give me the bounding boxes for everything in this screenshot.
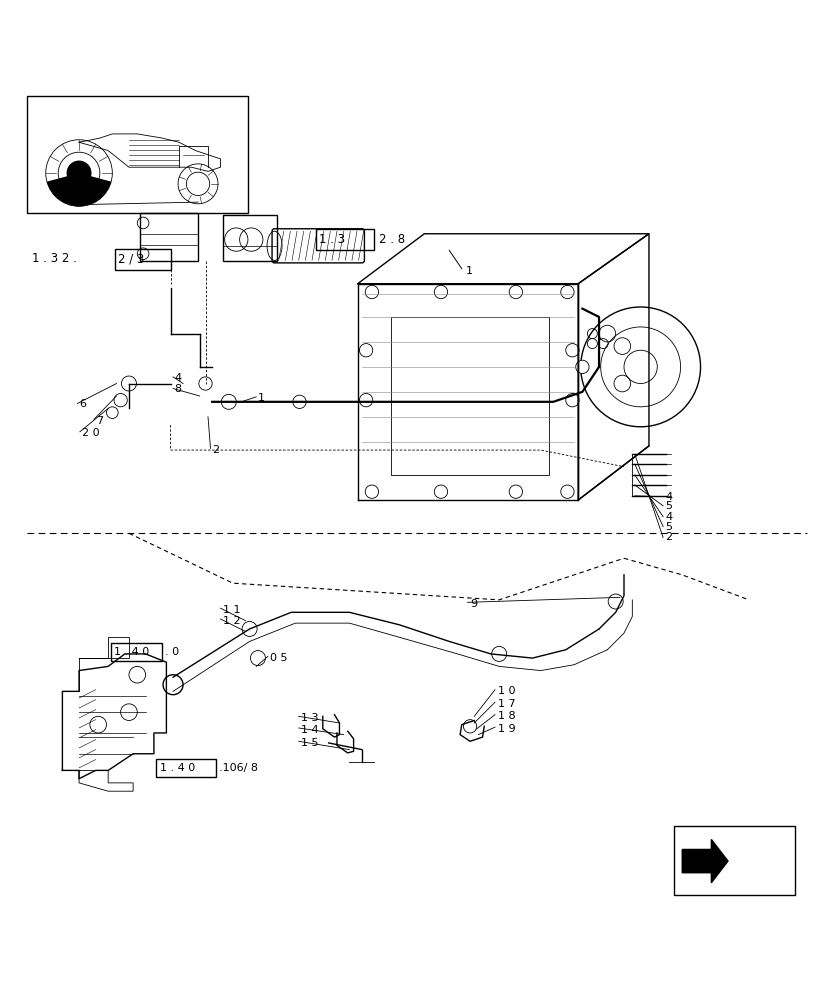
- Text: 1 2: 1 2: [223, 616, 240, 626]
- Circle shape: [576, 360, 589, 374]
- Circle shape: [463, 720, 477, 733]
- Circle shape: [492, 646, 507, 661]
- Bar: [682, 852, 691, 870]
- Circle shape: [199, 377, 212, 390]
- Text: 2 . 8: 2 . 8: [379, 233, 404, 246]
- Text: 1 . 3: 1 . 3: [319, 233, 344, 246]
- Bar: [316, 229, 374, 250]
- Text: 2: 2: [666, 532, 673, 542]
- Text: . 0: . 0: [165, 647, 179, 657]
- Bar: [223, 215, 277, 261]
- Text: 1 . 3 2 .: 1 . 3 2 .: [32, 252, 77, 265]
- Text: 1: 1: [258, 393, 265, 403]
- Circle shape: [221, 394, 236, 409]
- Text: 4: 4: [175, 373, 182, 383]
- Text: 0 5: 0 5: [270, 653, 288, 663]
- Bar: [27, 96, 248, 213]
- Text: 5: 5: [666, 522, 672, 532]
- Text: 1 1: 1 1: [223, 605, 240, 615]
- Text: 6: 6: [79, 399, 86, 409]
- Text: 1 . 4 0: 1 . 4 0: [114, 647, 149, 657]
- Circle shape: [121, 376, 136, 391]
- Circle shape: [163, 675, 183, 695]
- Text: 4: 4: [666, 512, 673, 522]
- Polygon shape: [682, 839, 728, 883]
- Bar: [115, 249, 171, 270]
- Text: 1 0: 1 0: [498, 686, 515, 696]
- Bar: [111, 643, 162, 661]
- Text: 1 3: 1 3: [301, 713, 319, 723]
- Text: .106/ 8: .106/ 8: [219, 763, 258, 773]
- Text: 1 . 4 0: 1 . 4 0: [160, 763, 195, 773]
- Text: 5: 5: [666, 501, 672, 511]
- Text: 4: 4: [666, 492, 673, 502]
- Text: 1 8: 1 8: [498, 711, 515, 721]
- Circle shape: [608, 594, 623, 609]
- Bar: [391, 317, 549, 475]
- Text: 1 7: 1 7: [498, 699, 515, 709]
- Text: 8: 8: [175, 384, 182, 394]
- Bar: [156, 759, 216, 777]
- Text: 9: 9: [470, 599, 478, 609]
- Text: 1 5: 1 5: [301, 738, 319, 748]
- Text: 2: 2: [212, 445, 220, 455]
- Circle shape: [293, 395, 306, 408]
- Text: 7: 7: [96, 416, 103, 426]
- Text: 1 9: 1 9: [498, 724, 515, 734]
- Text: 1 4: 1 4: [301, 725, 319, 735]
- Circle shape: [250, 651, 265, 666]
- Wedge shape: [47, 173, 111, 206]
- Circle shape: [106, 407, 118, 418]
- Circle shape: [114, 394, 127, 407]
- Circle shape: [67, 161, 92, 186]
- Bar: [140, 213, 198, 261]
- Text: 2 / 3: 2 / 3: [118, 252, 145, 265]
- Text: 2 0: 2 0: [82, 428, 99, 438]
- Bar: [674, 826, 795, 895]
- Text: 1: 1: [466, 266, 473, 276]
- Circle shape: [242, 621, 257, 636]
